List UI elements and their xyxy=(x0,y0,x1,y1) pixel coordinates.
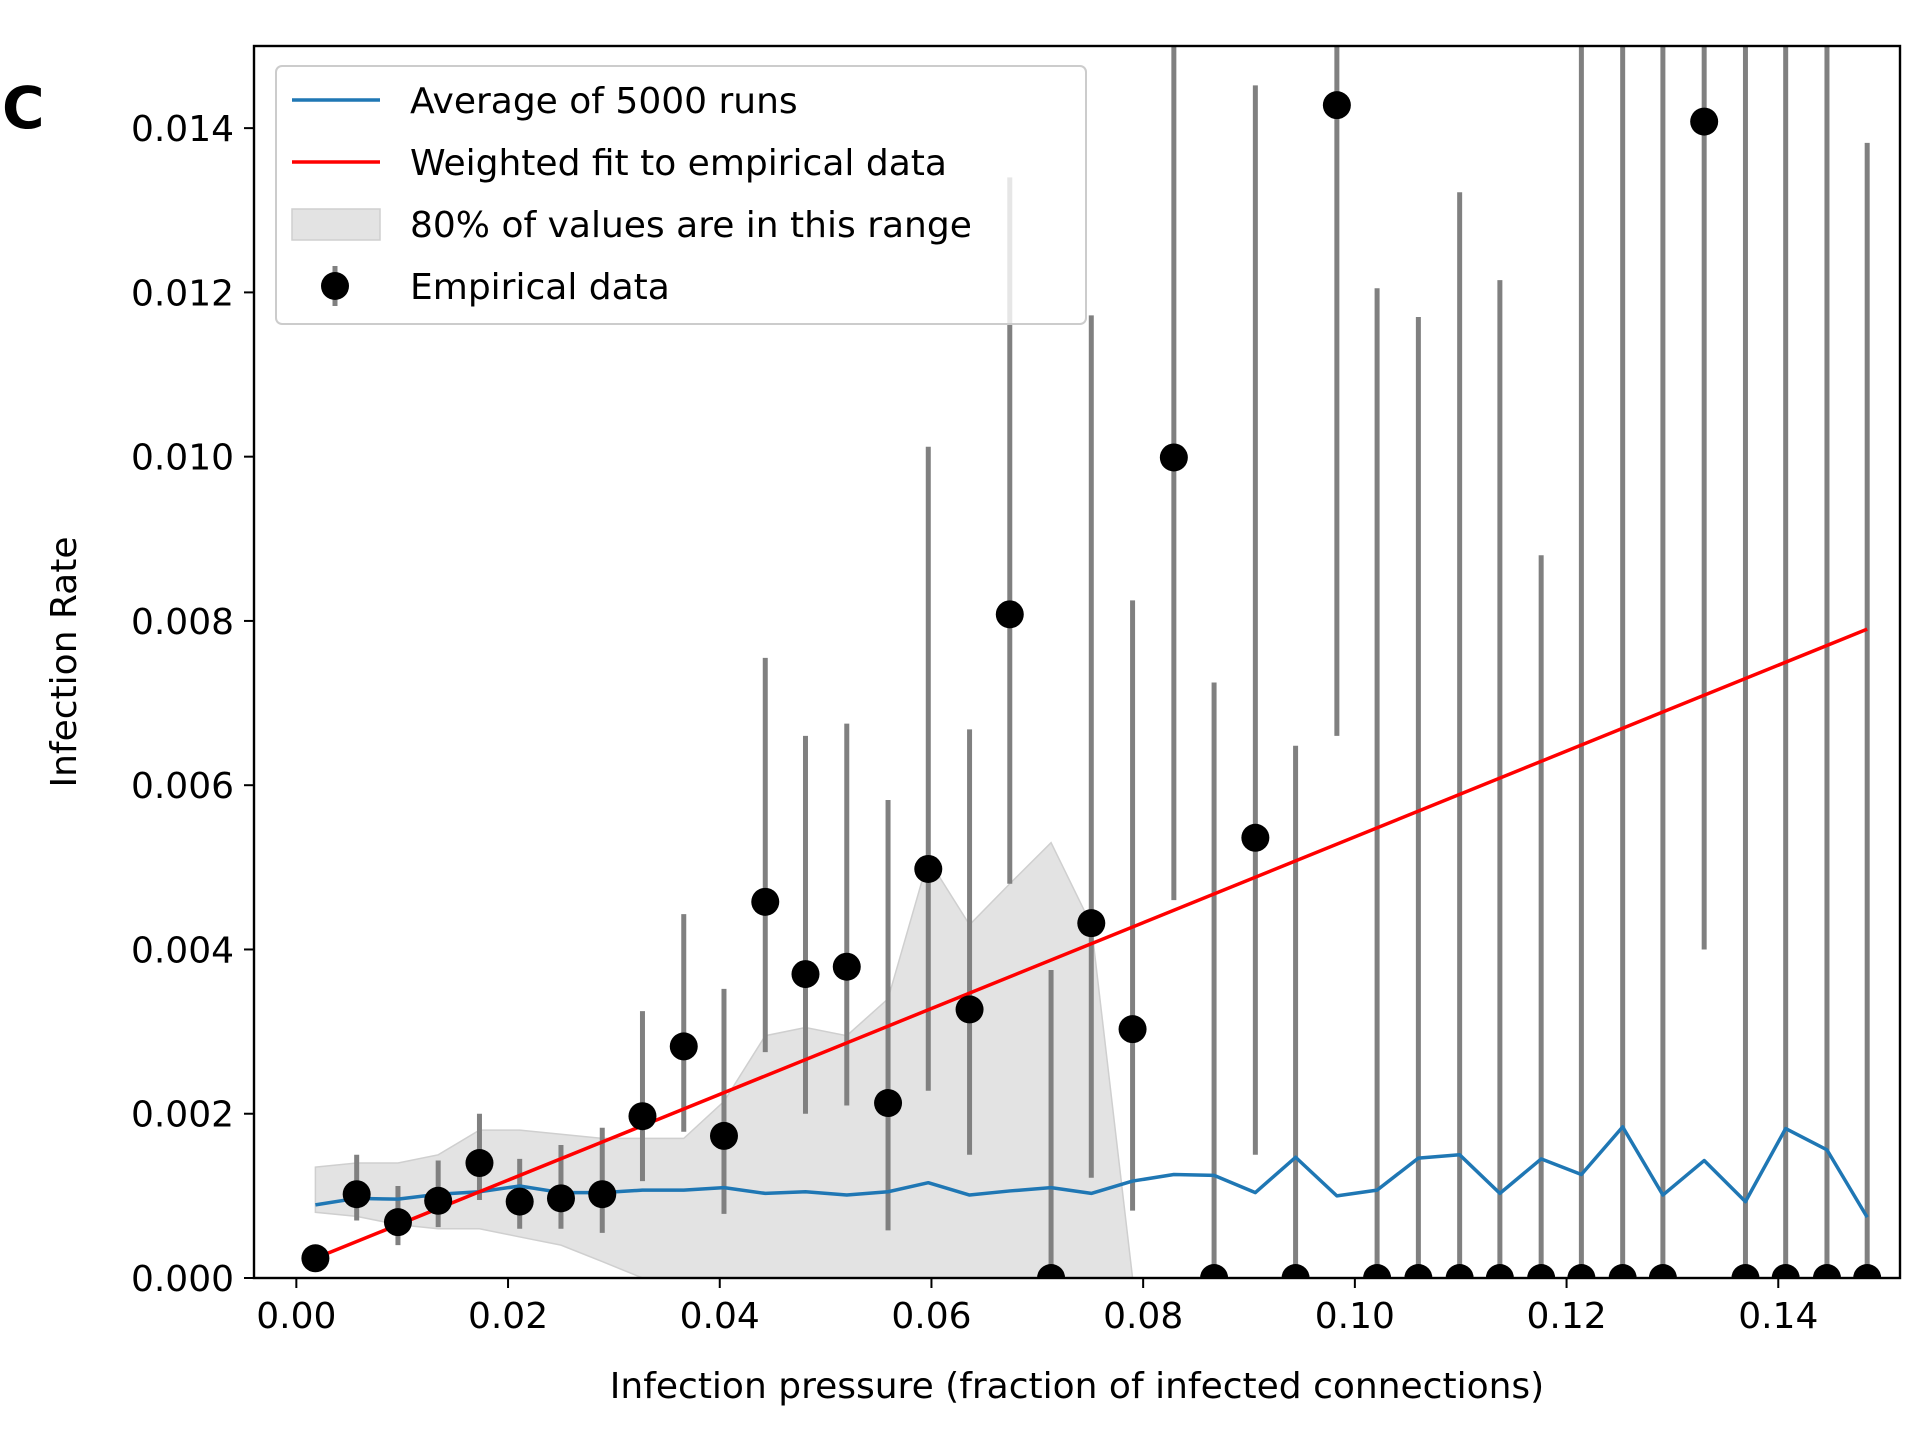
x-tick-label: 0.06 xyxy=(891,1296,971,1337)
line-group xyxy=(314,627,1869,1260)
x-axis: 0.00 0.02 0.04 0.06 0.08 0.10 0.12 0.14 xyxy=(256,1278,1818,1337)
legend-label-average: Average of 5000 runs xyxy=(410,81,798,122)
data-point xyxy=(1648,1264,1677,1278)
data-point xyxy=(1200,1264,1229,1278)
data-point xyxy=(1731,1264,1760,1278)
data-point xyxy=(1037,1264,1066,1278)
legend-swatch-point xyxy=(321,272,349,300)
y-tick-label: 0.002 xyxy=(131,1095,234,1136)
data-point xyxy=(383,1208,412,1237)
y-axis-label: Infection Rate xyxy=(44,537,85,788)
y-tick-label: 0.010 xyxy=(131,438,234,479)
data-point xyxy=(1853,1264,1882,1278)
y-tick-label: 0.006 xyxy=(131,766,234,807)
data-point xyxy=(995,600,1024,629)
data-point xyxy=(1322,91,1351,120)
legend-label-fit: Weighted fit to empirical data xyxy=(410,143,947,184)
data-point xyxy=(874,1089,903,1118)
legend-label-empirical: Empirical data xyxy=(410,267,670,308)
x-tick-label: 0.12 xyxy=(1526,1296,1606,1337)
data-point xyxy=(1281,1264,1310,1278)
data-point xyxy=(1159,443,1188,472)
data-point xyxy=(465,1149,494,1178)
data-point xyxy=(1771,1264,1800,1278)
fit-line xyxy=(314,627,1868,1260)
data-point xyxy=(1363,1264,1392,1278)
data-point xyxy=(1241,823,1270,852)
y-tick-label: 0.008 xyxy=(131,602,234,643)
legend-swatch-band xyxy=(291,208,381,241)
y-axis: 0.000 0.002 0.004 0.006 0.008 0.010 0.012 0.014 xyxy=(131,109,254,1300)
data-point xyxy=(1404,1264,1433,1278)
data-point xyxy=(1527,1264,1556,1278)
data-point xyxy=(955,995,984,1024)
legend: Average of 5000 runs Weighted fit to emp… xyxy=(275,65,1087,325)
x-tick-label: 0.04 xyxy=(680,1296,760,1337)
y-tick-label: 0.012 xyxy=(131,273,234,314)
x-tick-label: 0.08 xyxy=(1103,1296,1183,1337)
data-point xyxy=(709,1121,738,1150)
data-point xyxy=(1690,107,1719,136)
plot-area xyxy=(301,46,1882,1278)
data-point xyxy=(1567,1264,1596,1278)
x-tick-label: 0.14 xyxy=(1738,1296,1818,1337)
data-point xyxy=(301,1244,330,1273)
legend-label-band: 80% of values are in this range xyxy=(410,205,972,246)
x-axis-label: Infection pressure (fraction of infected… xyxy=(610,1366,1544,1407)
data-point xyxy=(832,952,861,981)
errorbar-group xyxy=(354,46,1870,1278)
data-point xyxy=(342,1180,371,1209)
legend-frame xyxy=(275,65,1087,325)
point-group xyxy=(301,91,1882,1278)
average-line xyxy=(315,1125,1869,1219)
data-point xyxy=(546,1184,575,1213)
panel-label: C xyxy=(2,74,45,142)
y-tick-label: 0.000 xyxy=(131,1259,234,1300)
y-tick-label: 0.014 xyxy=(131,109,234,150)
x-tick-label: 0.00 xyxy=(256,1296,336,1337)
x-tick-label: 0.10 xyxy=(1315,1296,1395,1337)
data-point xyxy=(669,1032,698,1061)
data-point xyxy=(791,960,820,989)
data-point xyxy=(1118,1015,1147,1044)
y-tick-label: 0.004 xyxy=(131,930,234,971)
x-tick-label: 0.02 xyxy=(468,1296,548,1337)
data-point xyxy=(505,1187,534,1216)
data-point xyxy=(1812,1264,1841,1278)
data-point xyxy=(628,1102,657,1131)
data-point xyxy=(1077,909,1106,938)
data-point xyxy=(914,854,943,883)
data-point xyxy=(1485,1264,1514,1278)
data-point xyxy=(424,1186,453,1215)
data-point xyxy=(751,887,780,916)
data-point xyxy=(1608,1264,1637,1278)
data-point xyxy=(1445,1264,1474,1278)
plot-frame xyxy=(252,44,1902,1280)
data-point xyxy=(588,1180,617,1209)
